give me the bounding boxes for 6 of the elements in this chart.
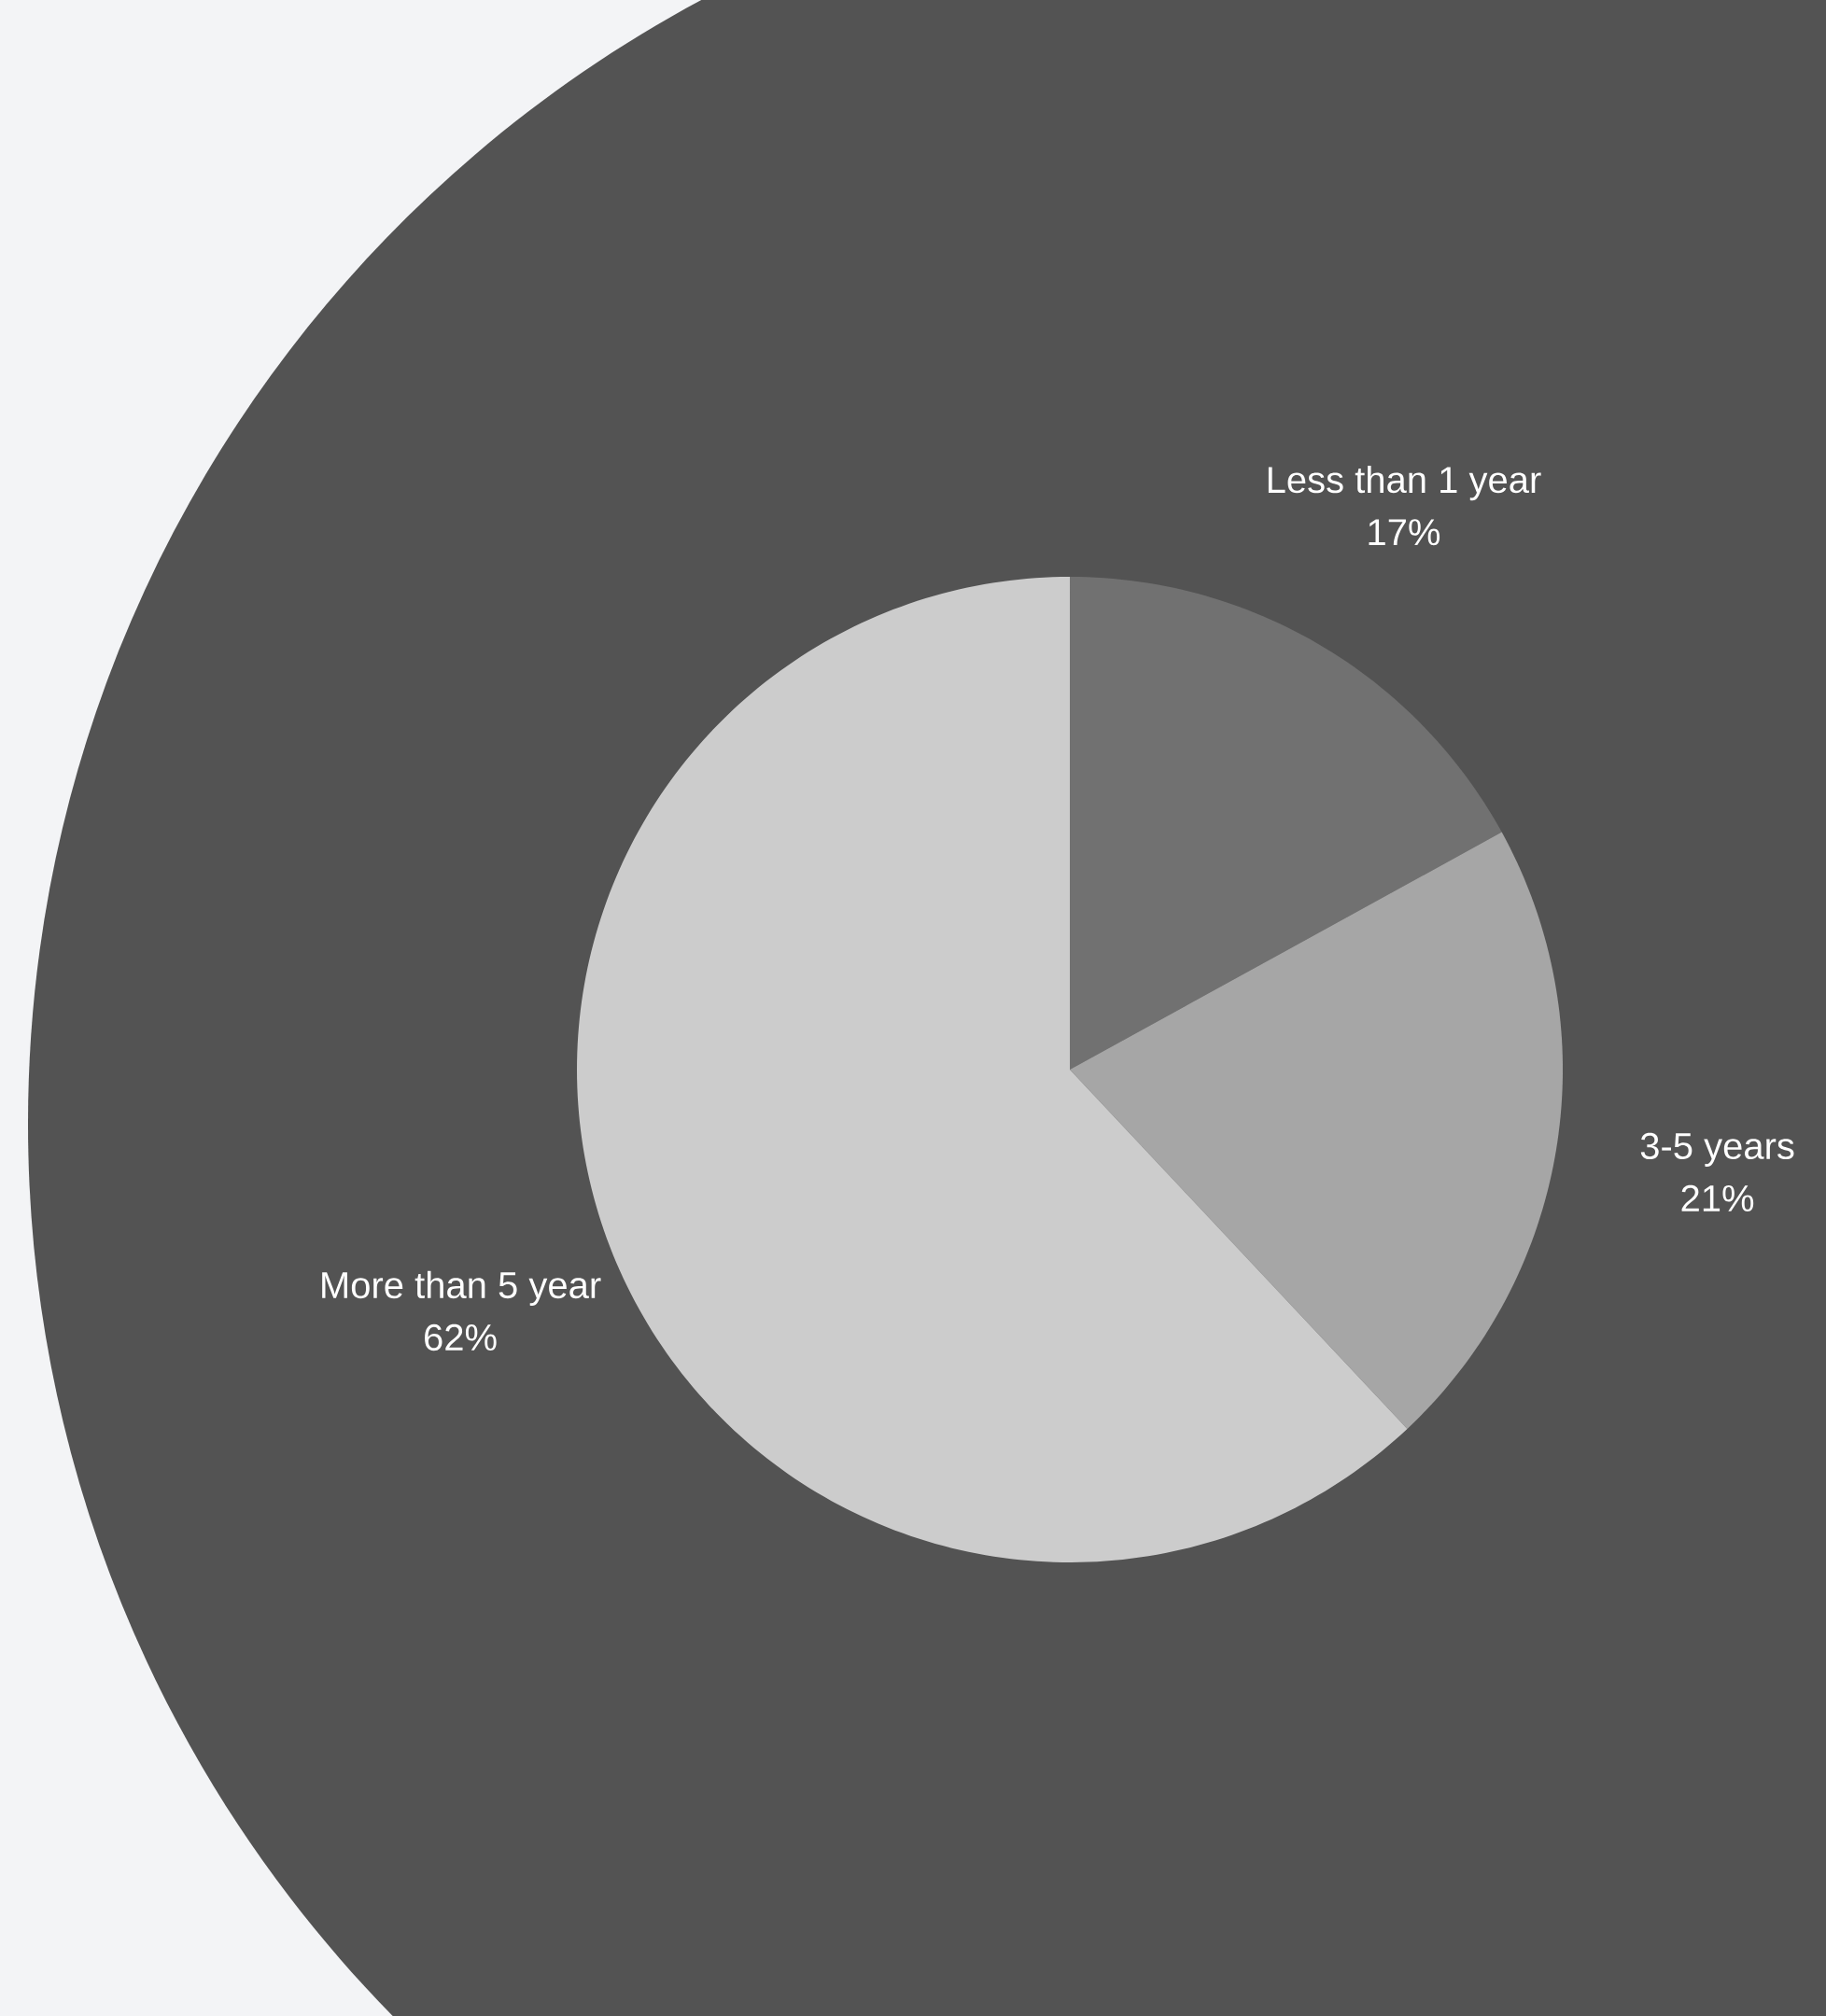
data-label: 62% (425, 1323, 497, 1351)
slice-label: 3-5 years (1640, 1132, 1794, 1167)
data-label: 21% (1681, 1184, 1754, 1211)
data-label: 17% (1369, 519, 1440, 546)
slice-label: More than 5 year (322, 1270, 601, 1307)
slice-label: Less than 1 year (1268, 465, 1541, 501)
